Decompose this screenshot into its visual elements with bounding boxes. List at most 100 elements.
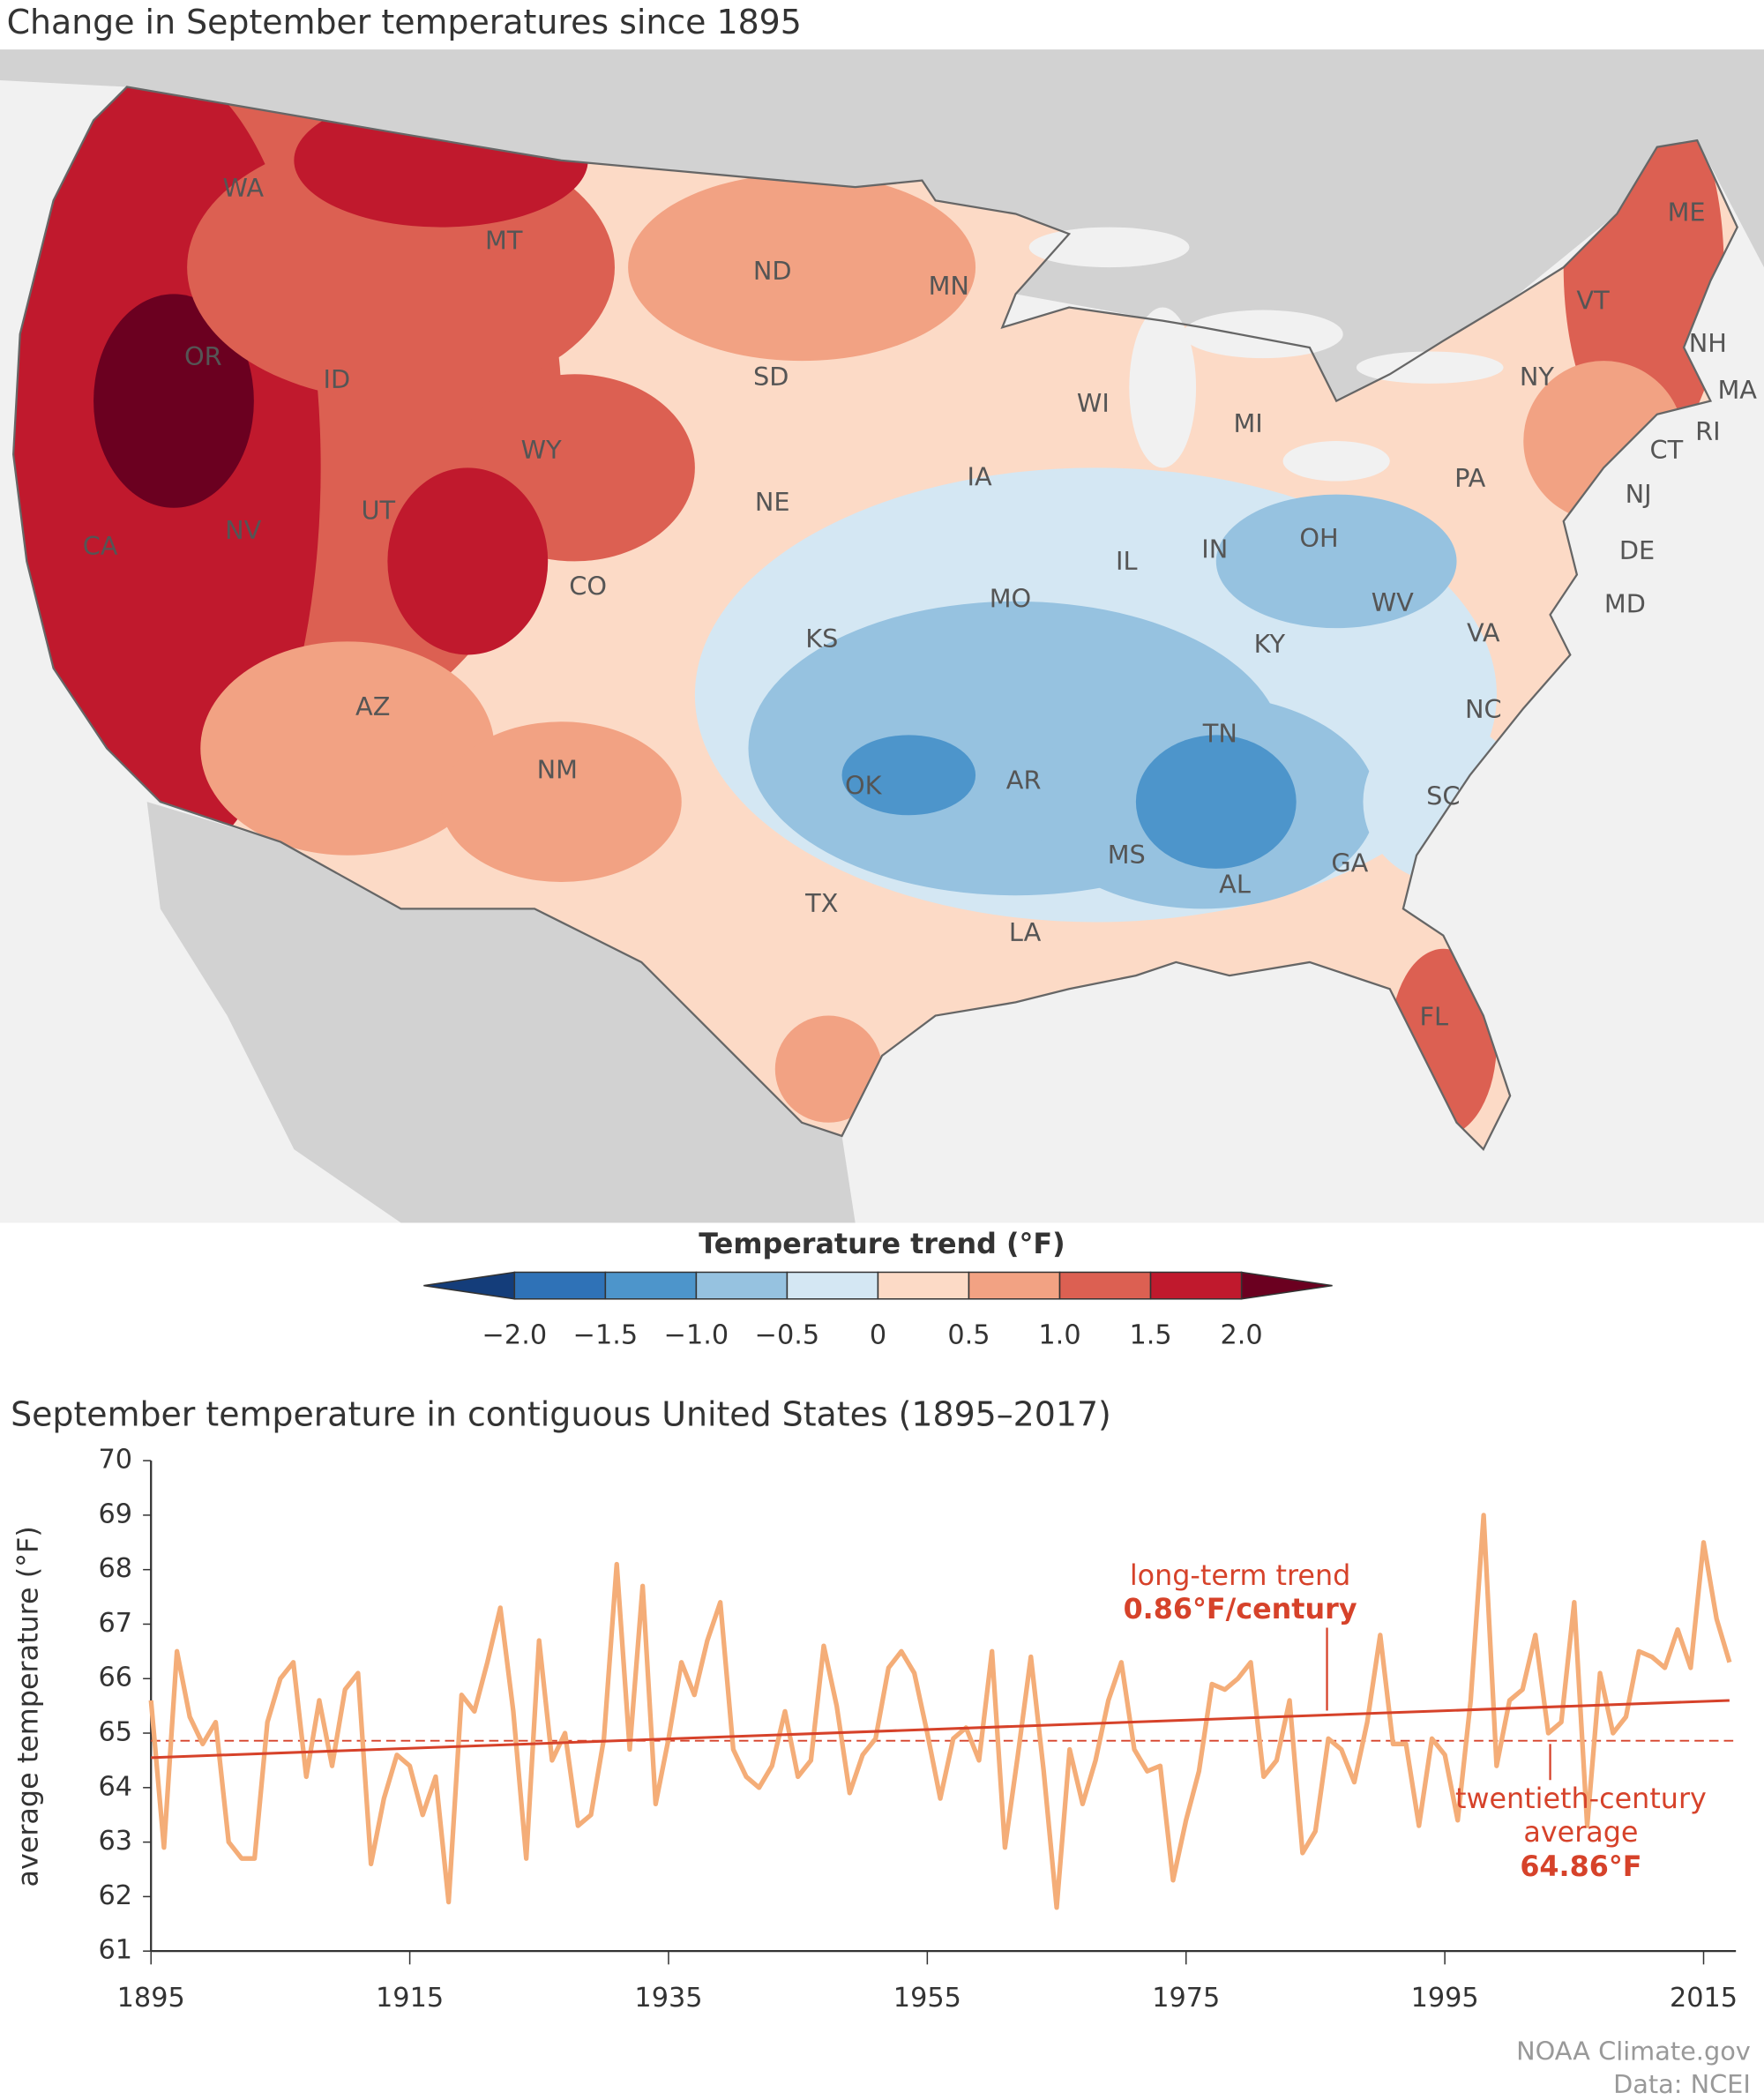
x-tick-label: 1995 <box>1411 1983 1479 2014</box>
x-tick-label: 1955 <box>893 1983 961 2014</box>
colorbar-tick-label: 0 <box>870 1320 886 1351</box>
state-label: WY <box>521 435 562 465</box>
colorbar-box <box>968 1271 1061 1300</box>
state-label: OH <box>1299 523 1338 553</box>
state-label: NV <box>225 515 262 545</box>
map-title: Change in September temperatures since 1… <box>7 3 802 41</box>
credit: NOAA Climate.gov <box>1516 2036 1751 2066</box>
colorbar-box <box>1058 1271 1152 1300</box>
colorbar-tick-label: 1.0 <box>1038 1320 1080 1351</box>
colorbar-arrow <box>423 1271 516 1300</box>
state-label: TN <box>1202 718 1237 748</box>
state-label: OR <box>184 341 222 371</box>
state-label: ND <box>753 256 792 286</box>
trend-area <box>841 735 976 816</box>
state-label: MN <box>929 271 969 301</box>
annotation: long-term trend <box>1130 1558 1350 1592</box>
state-label: IL <box>1116 546 1138 576</box>
state-label: PA <box>1454 463 1486 493</box>
state-label: NM <box>537 754 578 784</box>
lake <box>1129 307 1197 468</box>
state-label: CA <box>83 531 118 561</box>
state-label: UT <box>361 495 395 525</box>
x-tick-label: 1915 <box>376 1983 444 2014</box>
state-label: GA <box>1331 848 1368 878</box>
state-label: NE <box>755 487 790 517</box>
state-label: DE <box>1619 535 1655 565</box>
state-label: AL <box>1219 870 1251 900</box>
colorbar-tick-label: 2.0 <box>1220 1320 1262 1351</box>
trend-area <box>441 721 682 883</box>
trend-area <box>628 174 976 362</box>
colorbar-box <box>1149 1271 1243 1300</box>
state-label: AR <box>1006 765 1042 795</box>
trend-line <box>151 1699 1730 1760</box>
state-label: MA <box>1717 375 1757 405</box>
x-tick-label: 2015 <box>1670 1983 1738 2014</box>
state-label: MT <box>485 225 523 255</box>
colorbar-box <box>786 1271 879 1300</box>
x-tick-label: 1935 <box>634 1983 702 2014</box>
colorbar-box <box>695 1271 789 1300</box>
lake <box>1282 441 1390 482</box>
colorbar-tick-label: −2.0 <box>482 1320 548 1351</box>
state-label: TX <box>804 888 838 918</box>
trend-area <box>774 1015 882 1123</box>
y-tick-label: 62 <box>98 1880 132 1911</box>
state-label: VT <box>1576 285 1610 315</box>
colorbar-tick-label: 1.5 <box>1129 1320 1171 1351</box>
state-label: ID <box>323 364 350 394</box>
state-label: WV <box>1372 587 1414 617</box>
colorbar-box <box>513 1271 607 1300</box>
canada <box>0 49 1764 401</box>
y-tick-label: 68 <box>98 1553 132 1584</box>
lake <box>1356 351 1504 384</box>
colorbar-tick-label: −1.5 <box>573 1320 639 1351</box>
y-tick-label: 69 <box>98 1498 132 1529</box>
lake <box>1182 310 1343 359</box>
map-layer: WA MT ND MN ME VT NH OR ID SD WY WI MI NY MA RI CT NJ PA NE… <box>12 86 1757 1151</box>
state-label: NY <box>1520 362 1555 392</box>
colorbar: −2.0 −1.5 −1.0 −0.5 0 0.5 1.0 1.5 2.0 <box>423 1271 1333 1351</box>
colorbar-tick-label: 0.5 <box>947 1320 990 1351</box>
state-label: CO <box>569 572 607 602</box>
colorbar-title: Temperature trend (°F) <box>699 1227 1065 1260</box>
state-label: MD <box>1604 588 1646 618</box>
state-label: KY <box>1254 629 1286 659</box>
state-label: MO <box>990 583 1031 613</box>
trend-area <box>200 641 495 856</box>
colorbar-tick-label: −1.0 <box>664 1320 729 1351</box>
state-label: SC <box>1426 781 1460 811</box>
lake <box>1028 227 1190 268</box>
state-label: CT <box>1650 435 1684 465</box>
state-label: IA <box>968 461 992 491</box>
trend-area <box>387 467 549 655</box>
trend-area <box>1135 735 1297 869</box>
x-tick-label: 1895 <box>117 1983 185 2014</box>
trend-area <box>1215 494 1457 629</box>
temperature-line <box>148 1513 1732 1910</box>
annotation: average <box>1523 1815 1638 1849</box>
y-tick-label: 63 <box>98 1826 132 1857</box>
state-label: VA <box>1467 618 1500 648</box>
y-tick-label: 61 <box>98 1935 132 1966</box>
state-label: RI <box>1695 416 1720 446</box>
chart-title: September temperature in contiguous Unit… <box>11 1395 1111 1434</box>
y-tick-label: 67 <box>98 1608 132 1639</box>
colorbar-box <box>877 1271 970 1300</box>
state-label: MS <box>1108 840 1146 870</box>
y-tick-label: 65 <box>98 1717 132 1748</box>
state-label: LA <box>1009 917 1042 947</box>
colorbar-box <box>604 1271 698 1300</box>
colorbar-tick-label: −0.5 <box>755 1320 820 1351</box>
colorbar-arrow <box>1240 1271 1333 1300</box>
y-tick-label: 64 <box>98 1771 132 1802</box>
state-label: OK <box>845 770 883 800</box>
y-tick-label: 70 <box>98 1445 132 1476</box>
x-tick-label: 1975 <box>1152 1983 1220 2014</box>
us-outline <box>12 86 1738 1151</box>
state-label: MI <box>1233 408 1262 438</box>
state-label: ME <box>1668 197 1706 227</box>
